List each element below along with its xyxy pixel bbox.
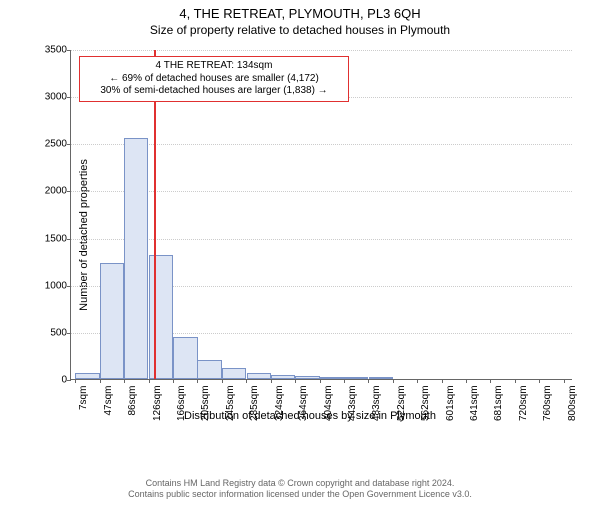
histogram-bar	[247, 373, 271, 379]
x-tick-mark	[368, 379, 369, 383]
histogram-bar	[222, 368, 246, 379]
page-subtitle: Size of property relative to detached ho…	[0, 23, 600, 37]
x-tick-mark	[295, 379, 296, 383]
x-tick-label: 7sqm	[78, 386, 89, 410]
x-tick-mark	[149, 379, 150, 383]
histogram-bar	[197, 360, 221, 379]
x-tick-mark	[442, 379, 443, 383]
histogram-bar	[149, 255, 173, 379]
footer-line: Contains public sector information licen…	[0, 489, 600, 500]
marker-annotation: 4 THE RETREAT: 134sqm ← 69% of detached …	[79, 56, 349, 102]
x-tick-mark	[246, 379, 247, 383]
histogram-bar	[295, 376, 319, 379]
histogram-bar	[369, 377, 393, 379]
x-tick-mark	[393, 379, 394, 383]
x-tick-mark	[466, 379, 467, 383]
footer-line: Contains HM Land Registry data © Crown c…	[0, 478, 600, 489]
annotation-line: ← 69% of detached houses are smaller (4,…	[86, 73, 342, 86]
gridline	[71, 50, 572, 51]
histogram-bar	[75, 373, 99, 379]
y-tick-mark	[67, 97, 71, 98]
y-tick-label: 2500	[35, 139, 67, 150]
y-tick-mark	[67, 191, 71, 192]
y-tick-label: 1000	[35, 280, 67, 291]
x-tick-mark	[320, 379, 321, 383]
y-tick-label: 0	[35, 375, 67, 386]
y-tick-mark	[67, 144, 71, 145]
footer: Contains HM Land Registry data © Crown c…	[0, 478, 600, 501]
histogram-bar	[344, 377, 368, 379]
x-tick-mark	[344, 379, 345, 383]
y-tick-label: 500	[35, 327, 67, 338]
annotation-line: 4 THE RETREAT: 134sqm	[86, 60, 342, 73]
chart-container: Number of detached properties 0500100015…	[48, 50, 572, 420]
y-tick-mark	[67, 286, 71, 287]
x-axis-label: Distribution of detached houses by size …	[48, 410, 572, 422]
y-tick-mark	[67, 380, 71, 381]
y-tick-label: 1500	[35, 233, 67, 244]
x-tick-mark	[222, 379, 223, 383]
x-tick-mark	[417, 379, 418, 383]
histogram-bar	[271, 375, 295, 379]
x-tick-mark	[515, 379, 516, 383]
y-tick-mark	[67, 50, 71, 51]
y-tick-label: 3500	[35, 45, 67, 56]
y-tick-mark	[67, 333, 71, 334]
histogram-bar	[173, 337, 197, 379]
histogram-bar	[124, 138, 148, 379]
x-tick-mark	[124, 379, 125, 383]
x-tick-mark	[173, 379, 174, 383]
histogram-bar	[320, 377, 344, 379]
x-tick-mark	[100, 379, 101, 383]
plot-area: 05001000150020002500300035007sqm47sqm86s…	[70, 50, 572, 380]
y-tick-mark	[67, 239, 71, 240]
page-title: 4, THE RETREAT, PLYMOUTH, PL3 6QH	[0, 6, 600, 21]
y-tick-label: 2000	[35, 186, 67, 197]
x-tick-mark	[75, 379, 76, 383]
annotation-line: 30% of semi-detached houses are larger (…	[86, 85, 342, 98]
x-tick-mark	[490, 379, 491, 383]
histogram-bar	[100, 263, 124, 379]
x-tick-mark	[197, 379, 198, 383]
x-tick-mark	[271, 379, 272, 383]
x-tick-mark	[539, 379, 540, 383]
x-tick-mark	[564, 379, 565, 383]
y-tick-label: 3000	[35, 92, 67, 103]
